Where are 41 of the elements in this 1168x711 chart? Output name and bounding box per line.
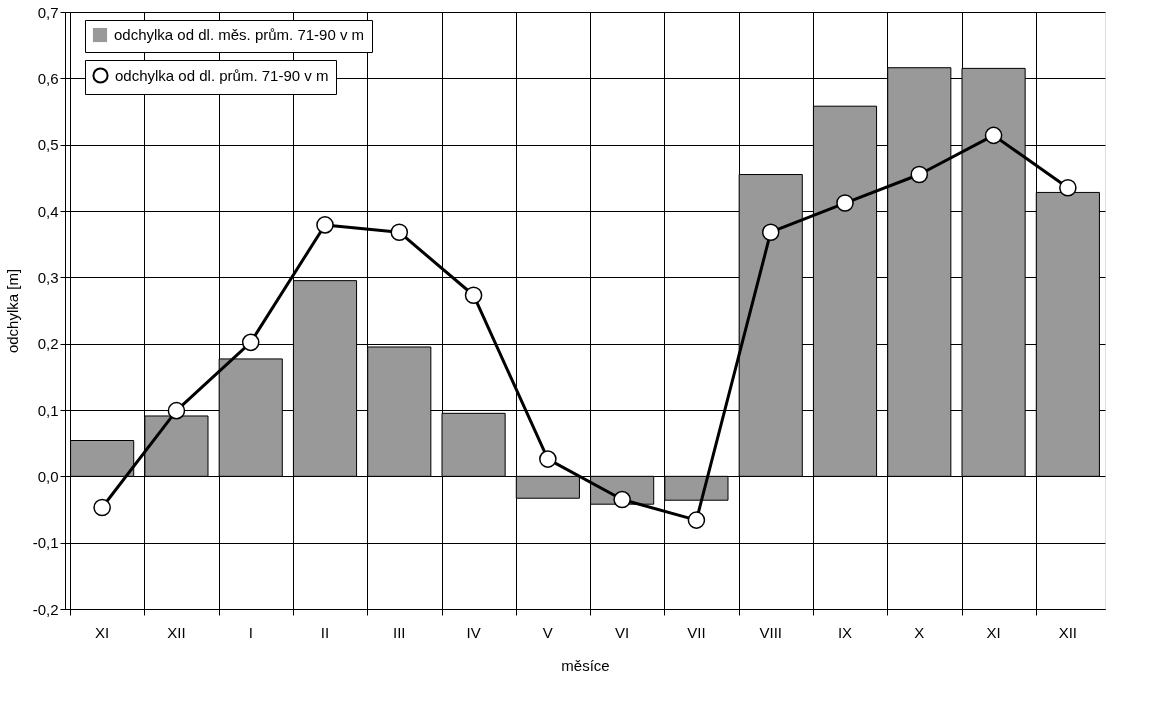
x-tick-label: IV	[466, 623, 481, 641]
x-tick-label: XI	[95, 623, 110, 641]
y-tick-label: 0,5	[37, 136, 59, 154]
x-tick-label: V	[542, 623, 553, 641]
legend-label: odchylka od dl. měs. prům. 71-90 v m	[114, 26, 365, 43]
y-tick-label: 0,1	[37, 401, 59, 419]
x-tick-label: VIII	[759, 623, 782, 641]
x-tick-label: XI	[986, 623, 1001, 641]
y-tick-label: 0,7	[37, 3, 59, 21]
point	[836, 194, 854, 212]
point	[316, 216, 334, 234]
point	[241, 333, 260, 352]
x-tick-label: II	[320, 623, 330, 641]
point	[93, 498, 111, 517]
point	[539, 450, 557, 468]
x-tick-label: X	[914, 623, 925, 641]
x-tick-label: VII	[687, 623, 706, 641]
x-tick-label: III	[393, 623, 406, 641]
y-axis-title: odchylka [m]	[3, 268, 21, 354]
y-tick-label: 0,3	[37, 268, 59, 286]
y-tick-label: -0,1	[32, 534, 59, 552]
point	[1059, 178, 1077, 197]
y-tick-label: -0,2	[32, 600, 59, 618]
x-axis-title: měsíce	[561, 656, 610, 674]
y-tick-label: 0,2	[37, 335, 59, 353]
point	[167, 401, 186, 420]
x-tick-label: I	[248, 623, 253, 641]
y-tick-label: 0,0	[37, 467, 59, 485]
y-tick-label: 0,4	[37, 202, 59, 220]
x-tick-label: IX	[837, 623, 853, 641]
x-tick-label: XII	[1058, 623, 1078, 641]
point	[687, 511, 706, 529]
point	[761, 223, 780, 242]
x-tick-label: VI	[615, 623, 630, 641]
legend-label: odchylka od dl. prům. 71-90 v m	[115, 66, 329, 84]
y-tick-label: 0,6	[37, 69, 59, 87]
point	[464, 286, 483, 305]
point	[910, 165, 929, 184]
x-tick-label: XII	[167, 623, 186, 641]
point	[390, 223, 409, 242]
point	[984, 126, 1003, 145]
